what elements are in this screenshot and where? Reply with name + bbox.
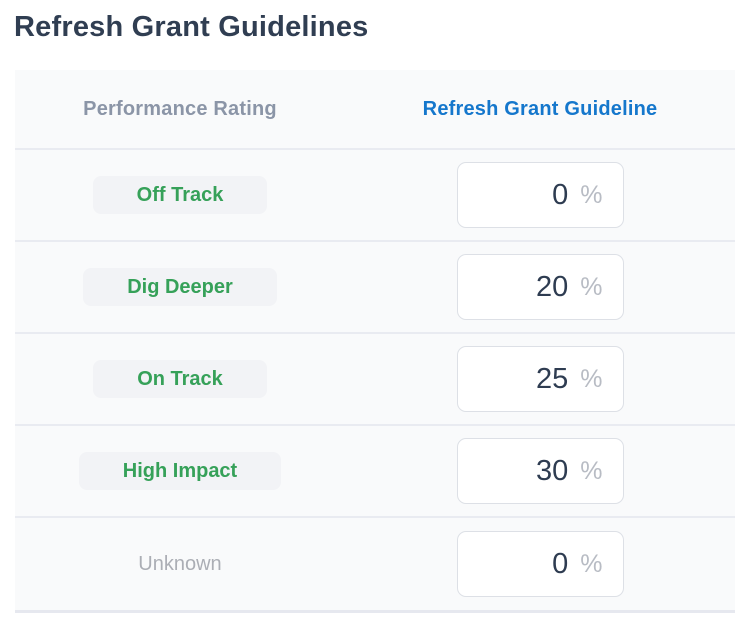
column-header-performance-rating: Performance Rating xyxy=(83,97,277,120)
page-title: Refresh Grant Guidelines xyxy=(14,11,369,43)
percent-unit: % xyxy=(580,180,603,209)
table-row-high-impact: High Impact % xyxy=(15,426,735,518)
table-row-unknown: Unknown % xyxy=(15,518,735,610)
table-row-off-track: Off Track % xyxy=(15,150,735,242)
column-header-refresh-grant-guideline[interactable]: Refresh Grant Guideline xyxy=(422,97,658,120)
percentage-input[interactable] xyxy=(476,178,569,212)
table-row-on-track: On Track % xyxy=(15,334,735,426)
percentage-input[interactable] xyxy=(476,362,569,396)
rating-badge: Dig Deeper xyxy=(83,268,277,306)
percentage-input-box[interactable]: % xyxy=(456,162,624,228)
percentage-input-box[interactable]: % xyxy=(456,254,624,320)
rating-label: Unknown xyxy=(138,552,222,575)
percentage-input-box[interactable]: % xyxy=(456,438,624,504)
table-row-dig-deeper: Dig Deeper % xyxy=(15,242,735,334)
grant-guidelines-table: Performance Rating Refresh Grant Guideli… xyxy=(15,70,735,613)
percentage-input[interactable] xyxy=(476,547,569,581)
percentage-input-box[interactable]: % xyxy=(456,531,624,597)
percent-unit: % xyxy=(580,272,603,301)
percentage-input[interactable] xyxy=(476,454,569,488)
rating-badge: High Impact xyxy=(78,452,282,490)
table-header-row: Performance Rating Refresh Grant Guideli… xyxy=(15,70,735,150)
percent-unit: % xyxy=(580,549,603,578)
percent-unit: % xyxy=(580,364,603,393)
percent-unit: % xyxy=(580,456,603,485)
rating-badge: On Track xyxy=(93,360,267,398)
percentage-input[interactable] xyxy=(476,270,569,304)
percentage-input-box[interactable]: % xyxy=(456,346,624,412)
rating-badge: Off Track xyxy=(92,176,268,214)
